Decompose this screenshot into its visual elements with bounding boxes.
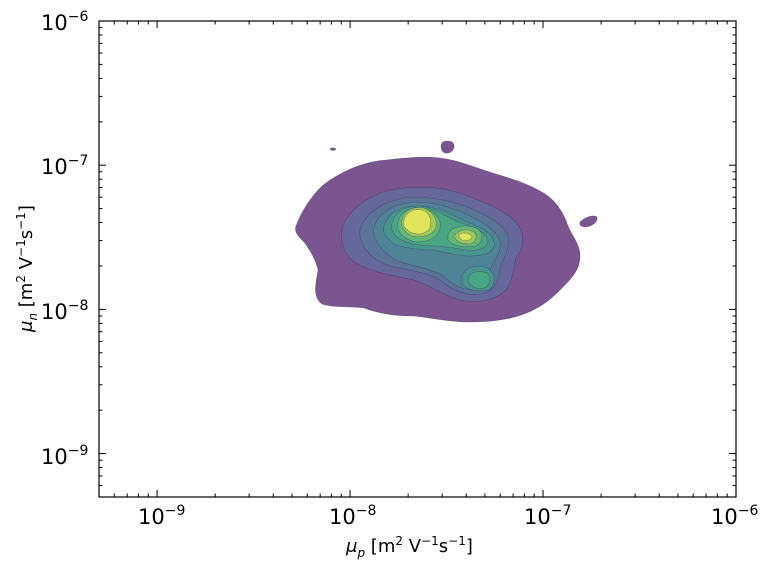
contour-level-9 [402, 209, 432, 235]
x-tick-label-4: 10−6 [711, 503, 758, 529]
contour-level-1-blob-right [579, 215, 598, 228]
axis-ticks [98, 20, 737, 498]
contour-level-6-lower [467, 271, 491, 289]
y-tick-label-4: 10−6 [41, 9, 88, 35]
y-axis-label: μn [m2 V−1s−1] [14, 205, 40, 333]
x-tick-label-3: 10−7 [524, 503, 571, 529]
x-tick-labels: 10−9 10−8 10−7 10−6 [138, 503, 758, 529]
y-tick-label-2: 10−8 [41, 298, 88, 324]
contour-fills [295, 140, 598, 323]
y-tick-labels: 10−9 10−8 10−7 10−6 [41, 9, 88, 469]
y-tick-label-3: 10−7 [41, 153, 88, 179]
x-tick-label-1: 10−9 [138, 503, 185, 529]
x-tick-label-2: 10−8 [329, 503, 376, 529]
x-axis-label: μp [m2 V−1s−1] [345, 534, 473, 560]
y-tick-label-1: 10−9 [41, 443, 88, 469]
contour-level-1-dot [329, 147, 337, 151]
contour-level-1-blob-top [440, 140, 455, 154]
contour-level-9-right [457, 232, 473, 242]
plot-frame [98, 20, 737, 498]
